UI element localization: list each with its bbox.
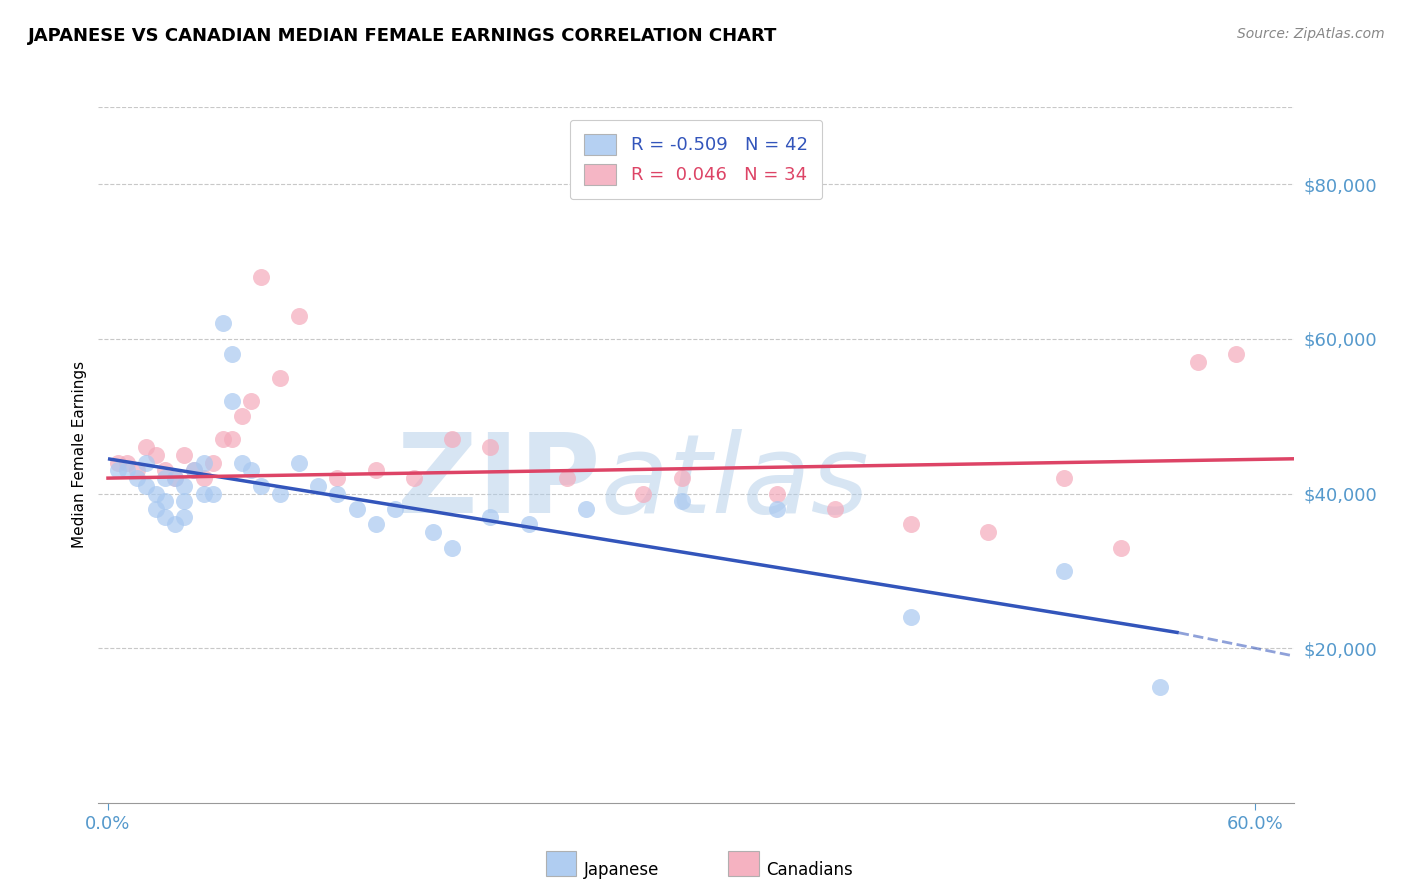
Point <box>1053 471 1076 485</box>
Text: Canadians: Canadians <box>766 861 853 879</box>
Point <box>766 486 789 500</box>
Point <box>441 433 464 447</box>
Bar <box>728 851 759 876</box>
Y-axis label: Median Female Earnings: Median Female Earnings <box>72 361 87 549</box>
Point <box>125 471 148 485</box>
Point <box>163 471 186 485</box>
Point <box>202 486 225 500</box>
Point <box>135 440 157 454</box>
Point <box>900 610 922 624</box>
Point <box>269 370 291 384</box>
Point <box>193 471 215 485</box>
Point <box>221 393 243 408</box>
Point <box>183 463 205 477</box>
Point <box>555 471 578 485</box>
Point <box>155 494 177 508</box>
Point <box>193 486 215 500</box>
Point <box>231 456 253 470</box>
Point <box>364 463 387 477</box>
Point <box>517 517 540 532</box>
Point <box>1225 347 1247 361</box>
Point <box>900 517 922 532</box>
Point <box>384 502 406 516</box>
Point <box>135 479 157 493</box>
Point <box>240 393 263 408</box>
Bar <box>546 851 576 876</box>
Point <box>1111 541 1133 555</box>
Point <box>422 525 444 540</box>
Point <box>364 517 387 532</box>
Point <box>221 347 243 361</box>
Text: ZIP: ZIP <box>396 429 600 536</box>
Text: Japanese: Japanese <box>583 861 659 879</box>
Point <box>575 502 598 516</box>
Point <box>288 456 311 470</box>
Point <box>240 463 263 477</box>
Point <box>173 448 195 462</box>
Point <box>479 509 502 524</box>
Point <box>145 486 167 500</box>
Text: Source: ZipAtlas.com: Source: ZipAtlas.com <box>1237 27 1385 41</box>
Point <box>211 317 233 331</box>
Point <box>976 525 998 540</box>
Point <box>441 541 464 555</box>
Point <box>402 471 425 485</box>
Legend: R = -0.509   N = 42, R =  0.046   N = 34: R = -0.509 N = 42, R = 0.046 N = 34 <box>569 120 823 199</box>
Point <box>115 463 138 477</box>
Point <box>346 502 368 516</box>
Point <box>135 456 157 470</box>
Point <box>250 270 273 285</box>
Point <box>250 479 273 493</box>
Point <box>107 456 129 470</box>
Point <box>125 463 148 477</box>
Point <box>671 494 693 508</box>
Point <box>766 502 789 516</box>
Point <box>145 448 167 462</box>
Point <box>221 433 243 447</box>
Point <box>155 463 177 477</box>
Point <box>115 456 138 470</box>
Point <box>326 471 349 485</box>
Point <box>1187 355 1209 369</box>
Text: atlas: atlas <box>600 429 869 536</box>
Point <box>211 433 233 447</box>
Point <box>288 309 311 323</box>
Point <box>145 502 167 516</box>
Point <box>326 486 349 500</box>
Point <box>183 463 205 477</box>
Point <box>202 456 225 470</box>
Point <box>173 509 195 524</box>
Point <box>671 471 693 485</box>
Point <box>193 456 215 470</box>
Point <box>479 440 502 454</box>
Point <box>155 471 177 485</box>
Point <box>824 502 846 516</box>
Point <box>1053 564 1076 578</box>
Text: JAPANESE VS CANADIAN MEDIAN FEMALE EARNINGS CORRELATION CHART: JAPANESE VS CANADIAN MEDIAN FEMALE EARNI… <box>28 27 778 45</box>
Point <box>107 463 129 477</box>
Point <box>307 479 329 493</box>
Point <box>231 409 253 424</box>
Point <box>173 494 195 508</box>
Point <box>633 486 655 500</box>
Point <box>173 479 195 493</box>
Point <box>163 471 186 485</box>
Point <box>269 486 291 500</box>
Point <box>155 509 177 524</box>
Point <box>1149 680 1171 694</box>
Point <box>163 517 186 532</box>
